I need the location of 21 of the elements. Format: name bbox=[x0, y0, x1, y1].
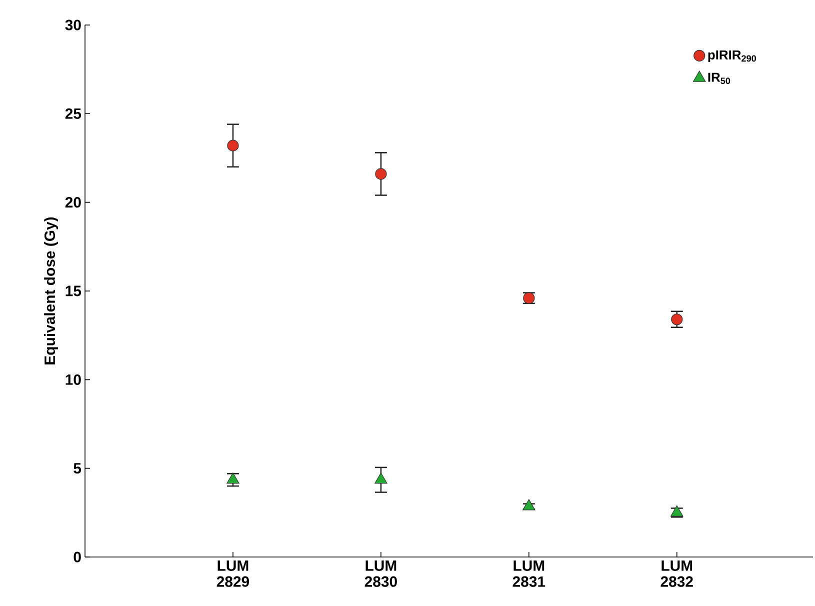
y-axis-title: Equivalent dose (Gy) bbox=[44, 217, 58, 364]
x-tick-label: LUM 2832 bbox=[660, 560, 693, 587]
y-tick-label: 0 bbox=[74, 552, 81, 562]
x-tick-label: LUM 2831 bbox=[512, 560, 546, 587]
y-tick-label: 15 bbox=[66, 286, 82, 296]
point bbox=[226, 472, 240, 484]
x-tick-label: LUM 2830 bbox=[364, 560, 397, 587]
point bbox=[670, 505, 684, 516]
y-tick-label: 20 bbox=[65, 197, 81, 208]
y-tick-label: 25 bbox=[65, 108, 82, 119]
point bbox=[522, 499, 536, 510]
point bbox=[375, 168, 387, 180]
y-tick-label: 10 bbox=[66, 374, 81, 385]
x-tick-label: LUM 2829 bbox=[216, 560, 250, 587]
point bbox=[227, 140, 239, 152]
legend-label: IR$_{50}$ bbox=[708, 72, 730, 84]
y-tick-label: 5 bbox=[74, 463, 82, 474]
point bbox=[374, 472, 388, 484]
y-tick-label: 30 bbox=[65, 20, 81, 30]
legend-label: pIRIR$_{290}$ bbox=[708, 50, 756, 62]
point bbox=[671, 314, 683, 326]
